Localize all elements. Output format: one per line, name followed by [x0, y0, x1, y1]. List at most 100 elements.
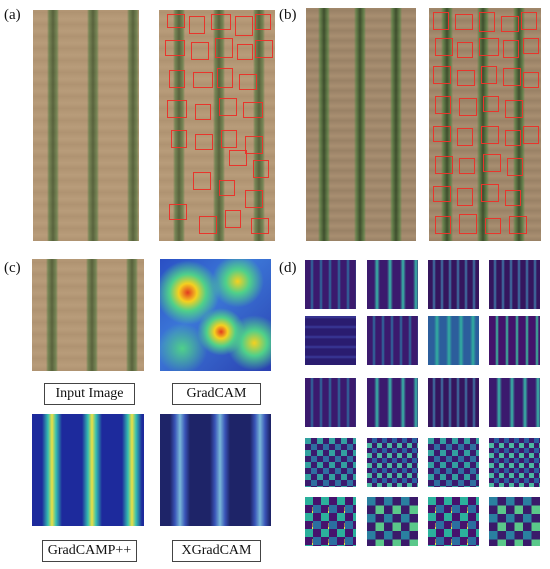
- detection-box: [195, 104, 211, 120]
- detection-box: [215, 38, 233, 58]
- detection-box: [435, 38, 453, 56]
- detection-box: [479, 38, 499, 56]
- detection-box: [507, 158, 523, 176]
- detection-box: [457, 70, 475, 86]
- detection-box: [253, 160, 269, 178]
- feature-map: [305, 378, 356, 427]
- feature-map: [367, 378, 418, 427]
- detection-box: [521, 12, 537, 30]
- detection-box: [459, 214, 477, 234]
- detection-box: [455, 14, 473, 30]
- detection-box: [191, 42, 209, 60]
- panel-label-c: (c): [4, 260, 21, 276]
- detection-box: [165, 40, 185, 56]
- detection-box: [509, 216, 527, 234]
- field-image-b-detections: [429, 8, 541, 241]
- detection-box: [237, 44, 253, 60]
- detection-box: [225, 210, 241, 228]
- feature-map: [428, 378, 479, 427]
- panel-label-b: (b): [279, 7, 297, 23]
- caption-xgradcam: XGradCAM: [172, 540, 261, 562]
- detection-box: [255, 40, 273, 58]
- feature-map: [367, 260, 418, 309]
- detection-box: [243, 102, 263, 118]
- detection-box: [503, 68, 521, 86]
- feature-map: [428, 497, 479, 546]
- detection-box: [485, 218, 501, 234]
- gradcam-image: [160, 259, 271, 371]
- detection-box: [503, 40, 519, 58]
- detection-box: [217, 68, 233, 88]
- detection-box: [235, 16, 253, 36]
- detection-box: [169, 204, 187, 220]
- caption-input-image: Input Image: [44, 383, 135, 405]
- feature-map: [489, 378, 540, 427]
- feature-map: [367, 438, 418, 487]
- feature-map: [489, 316, 540, 365]
- panel-label-a: (a): [4, 7, 21, 23]
- detection-box: [239, 74, 257, 90]
- detection-box: [193, 172, 211, 190]
- detection-box: [435, 216, 451, 234]
- caption-gradcam: GradCAM: [172, 383, 261, 405]
- detection-box: [255, 14, 271, 30]
- detection-box: [523, 38, 539, 54]
- panel-label-d: (d): [279, 260, 297, 276]
- detection-box: [523, 126, 539, 144]
- feature-map: [489, 260, 540, 309]
- feature-map: [428, 438, 479, 487]
- feature-map: [367, 497, 418, 546]
- feature-map: [489, 438, 540, 487]
- detection-box: [435, 96, 451, 114]
- feature-map: [305, 260, 356, 309]
- detection-box: [505, 190, 521, 206]
- gradcampp-image: [32, 414, 144, 526]
- detection-box: [219, 98, 237, 116]
- detection-box: [219, 180, 235, 196]
- detection-box: [189, 16, 205, 34]
- detection-box: [523, 72, 539, 88]
- detection-box: [459, 98, 477, 116]
- detection-box: [229, 150, 247, 166]
- detection-box: [435, 156, 453, 174]
- detection-box: [505, 130, 521, 146]
- field-image-a-original: [33, 10, 139, 241]
- feature-map: [489, 497, 540, 546]
- feature-map: [428, 260, 479, 309]
- detection-box: [479, 12, 495, 32]
- feature-map: [305, 438, 356, 487]
- detection-box: [481, 184, 499, 202]
- detection-box: [481, 126, 499, 144]
- detection-box: [169, 70, 185, 88]
- feature-map: [305, 316, 356, 365]
- feature-map: [428, 316, 479, 365]
- detection-box: [457, 42, 473, 58]
- detection-box: [433, 126, 451, 142]
- detection-box: [501, 16, 519, 32]
- detection-box: [433, 186, 451, 202]
- detection-box: [459, 158, 475, 174]
- detection-box: [433, 12, 449, 30]
- detection-box: [245, 136, 263, 154]
- detection-box: [457, 188, 473, 206]
- input-image: [32, 259, 144, 371]
- field-image-a-detections: [159, 10, 275, 241]
- detection-box: [171, 130, 187, 148]
- detection-box: [251, 218, 269, 234]
- detection-box: [433, 66, 451, 84]
- detection-box: [481, 66, 497, 84]
- detection-box: [167, 14, 185, 28]
- detection-box: [483, 96, 499, 112]
- detection-box: [167, 100, 187, 118]
- xgradcam-image: [160, 414, 271, 526]
- feature-map: [305, 497, 356, 546]
- detection-box: [195, 134, 213, 150]
- detection-box: [221, 130, 237, 148]
- detection-box: [211, 14, 231, 30]
- field-image-b-original: [306, 8, 416, 241]
- detection-box: [505, 100, 523, 118]
- detection-box: [245, 190, 263, 208]
- feature-map: [367, 316, 418, 365]
- detection-box: [193, 72, 213, 88]
- detection-box: [457, 128, 473, 146]
